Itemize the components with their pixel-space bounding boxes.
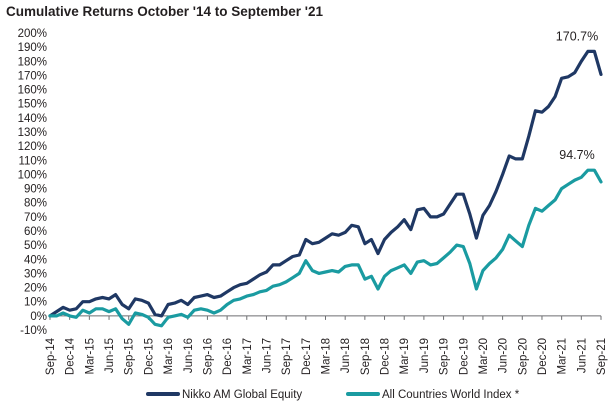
legend-label: All Countries World Index *	[382, 389, 520, 401]
x-tick-label: Jun-19	[419, 338, 431, 373]
x-tick-label: Sep-15	[124, 338, 136, 375]
y-tick-label: 190%	[18, 42, 47, 54]
y-tick-label: 100%	[18, 169, 47, 181]
x-tick-label: Dec-19	[458, 338, 470, 375]
x-tick-label: Mar-19	[399, 338, 411, 374]
x-tick-label: Sep-20	[517, 338, 529, 375]
x-tick-label: Dec-20	[537, 338, 549, 375]
y-tick-label: 70%	[24, 212, 47, 224]
y-tick-label: -10%	[20, 325, 47, 337]
y-tick-label: 170%	[18, 70, 47, 82]
series-line-2	[48, 168, 603, 328]
series-end-label: 170.7%	[556, 29, 598, 43]
x-tick-label: Dec-14	[65, 337, 77, 375]
x-tick-label: Jun-18	[340, 338, 352, 373]
x-tick-label: Mar-21	[557, 338, 569, 374]
y-tick-label: 160%	[18, 85, 47, 97]
x-tick-label: Mar-16	[163, 338, 175, 374]
x-tick-label: Jun-20	[498, 338, 510, 373]
y-tick-label: 50%	[24, 240, 47, 252]
x-tick-label: Mar-20	[478, 338, 490, 374]
series-end-label: 94.7%	[559, 148, 594, 162]
x-tick-label: Sep-21	[596, 338, 608, 375]
x-tick-label: Jun-16	[183, 338, 195, 373]
x-tick-label: Mar-17	[242, 338, 254, 374]
x-tick-label: Dec-18	[380, 338, 392, 375]
y-tick-label: 130%	[18, 127, 47, 139]
x-tick-label: Sep-16	[202, 338, 214, 375]
y-tick-label: 60%	[24, 226, 47, 238]
x-tick-label: Sep-17	[281, 338, 293, 375]
x-tick-label: Dec-16	[222, 338, 234, 375]
x-tick-label: Sep-14	[45, 337, 57, 375]
y-tick-label: 20%	[24, 283, 47, 295]
x-tick-label: Sep-18	[360, 338, 372, 375]
x-tick-label: Mar-18	[321, 338, 333, 374]
x-tick-label: Mar-15	[84, 338, 96, 374]
legend-label: Nikko AM Global Equity	[182, 389, 302, 401]
y-tick-label: 180%	[18, 56, 47, 68]
y-tick-label: 110%	[18, 155, 47, 167]
y-tick-label: 140%	[18, 113, 47, 125]
y-tick-label: 0%	[30, 311, 47, 323]
chart-title: Cumulative Returns October '14 to Septem…	[6, 4, 324, 19]
y-tick-label: 200%	[18, 28, 47, 40]
y-tick-label: 80%	[24, 198, 47, 210]
y-tick-label: 150%	[18, 99, 47, 111]
x-tick-label: Jun-15	[104, 338, 116, 373]
y-tick-label: 120%	[18, 141, 47, 153]
series-line-1	[48, 49, 603, 318]
x-tick-label: Sep-19	[439, 338, 451, 375]
y-tick-label: 10%	[24, 297, 47, 309]
x-tick-label: Dec-15	[143, 338, 155, 375]
x-tick-label: Jun-21	[576, 338, 588, 373]
y-tick-label: 90%	[24, 184, 47, 196]
y-tick-label: 40%	[24, 254, 47, 266]
y-tick-label: 30%	[24, 268, 47, 280]
x-tick-label: Dec-17	[301, 338, 313, 375]
x-tick-label: Jun-17	[261, 338, 273, 373]
